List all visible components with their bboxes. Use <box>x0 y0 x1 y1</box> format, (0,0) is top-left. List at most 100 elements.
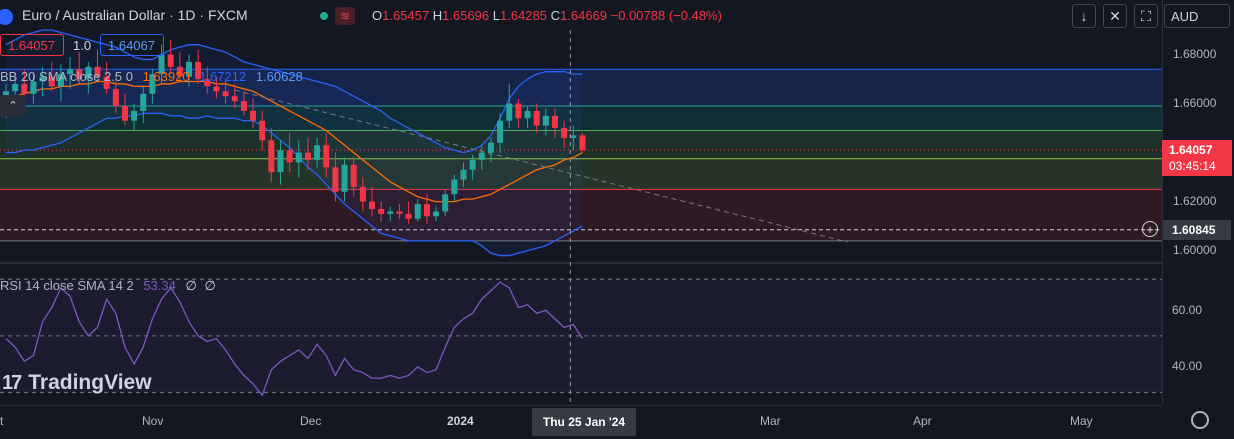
candle-body <box>57 74 64 87</box>
candle-body <box>259 120 266 141</box>
rsi-legend[interactable]: RSI 14 close SMA 14 2 53.34 ∅ ∅ <box>0 278 216 294</box>
candle-body <box>213 86 220 92</box>
candle-body <box>158 54 165 75</box>
add-alert-icon[interactable]: + <box>1142 221 1158 237</box>
data-provider-icon: ≋ <box>335 7 355 25</box>
fullscreen-icon[interactable]: ⛶ <box>1134 4 1158 28</box>
candle-body <box>240 101 247 111</box>
level-zone <box>0 158 1162 190</box>
close-key: C <box>550 8 561 23</box>
tradingview-watermark[interactable]: 17 TradingView <box>2 371 152 395</box>
settings-icon[interactable] <box>1191 411 1209 429</box>
candle-body <box>561 128 568 138</box>
candle-body <box>341 164 348 192</box>
price-tick: 1.68000 <box>1173 46 1217 61</box>
time-label-apr: Apr <box>913 414 932 428</box>
open-value: 1.65457 <box>382 8 430 23</box>
tradingview-logo-icon: 17 <box>2 371 22 394</box>
price-tick: 1.62000 <box>1173 193 1217 208</box>
candle-body <box>121 106 128 121</box>
collapse-icon[interactable]: ✕ <box>1103 4 1127 28</box>
rsi-line <box>5 281 583 397</box>
collapse-legend-icon[interactable]: ⌃ <box>0 95 26 117</box>
currency-label: AUD <box>1171 9 1199 24</box>
candle-body <box>323 145 330 168</box>
candle-body <box>542 115 549 126</box>
rsi-extra-2: ∅ <box>204 278 216 293</box>
candle-body <box>12 83 19 92</box>
spread-value: 1.0 <box>73 38 92 53</box>
candle-body <box>414 204 421 219</box>
time-label-edge: t <box>0 414 4 428</box>
candle-body <box>487 142 494 153</box>
time-axis[interactable]: t Nov Dec 2024 Mar Apr May Thu 25 Jan '2… <box>0 405 1162 439</box>
candle-body <box>39 76 46 82</box>
time-label-mar: Mar <box>760 414 781 428</box>
last-price-value: 1.64057 <box>1169 143 1213 157</box>
candle-body <box>359 186 366 202</box>
level-zone <box>0 69 1162 106</box>
candle-body <box>3 91 9 99</box>
candle-body <box>304 152 311 160</box>
candle-body <box>277 150 284 173</box>
candle-body <box>314 145 321 160</box>
sell-button[interactable]: 1.64057 <box>0 34 64 56</box>
low-key: L <box>492 8 500 23</box>
candle-body <box>112 88 119 106</box>
currency-select[interactable]: AUD <box>1164 4 1230 28</box>
rsi-tick-60: 60.00 <box>1172 303 1203 317</box>
level-zone <box>0 189 1162 230</box>
bb-label: BB 20 SMA close 2.5 0 <box>0 69 133 84</box>
countdown-value: 03:45:14 <box>1169 159 1216 173</box>
price-tick: 1.66000 <box>1173 95 1217 110</box>
bb-legend[interactable]: BB 20 SMA close 2.5 0 1.63920 1.67212 1.… <box>0 69 303 84</box>
trend-line <box>234 89 848 243</box>
candle-body <box>570 135 577 138</box>
candle-body <box>94 66 101 77</box>
candle-body <box>186 61 192 77</box>
rsi-extra-1: ∅ <box>185 278 197 293</box>
candle-body <box>332 167 339 192</box>
time-label-nov: Nov <box>142 414 164 428</box>
candle-body <box>140 93 147 111</box>
candle-body <box>67 69 74 75</box>
candle-body <box>369 201 375 209</box>
candle-body <box>167 54 174 67</box>
rsi-label: RSI 14 close SMA 14 2 <box>0 278 134 293</box>
candle-body <box>469 159 476 170</box>
bb-lower-value: 1.60628 <box>255 69 303 84</box>
level-zone <box>0 229 1162 241</box>
candle-body <box>149 74 156 94</box>
time-label-may: May <box>1070 414 1093 428</box>
symbol-title[interactable]: Euro / Australian Dollar · 1D · FXCM <box>22 7 248 23</box>
buy-button[interactable]: 1.64067 <box>100 34 164 56</box>
open-key: O <box>372 8 383 23</box>
candle-body <box>286 150 293 163</box>
symbol-logo-icon[interactable] <box>0 9 13 25</box>
candle-body <box>176 66 183 77</box>
market-open-dot <box>320 12 328 20</box>
candle-body <box>442 194 449 212</box>
candle-body <box>460 169 467 180</box>
candle-body <box>497 120 504 143</box>
bb-basis-line <box>5 80 583 203</box>
bb-upper-value: 1.67212 <box>199 69 247 84</box>
candle-body <box>579 135 586 151</box>
watermark-text: TradingView <box>28 371 152 394</box>
high-value: 1.65696 <box>442 8 490 23</box>
bb-lower-line <box>6 112 583 257</box>
candle-body <box>478 152 485 160</box>
candle-body <box>48 76 55 87</box>
scroll-down-icon[interactable]: ↓ <box>1072 4 1096 28</box>
rsi-value: 53.34 <box>143 278 176 293</box>
candle-body <box>131 110 138 121</box>
candle-body <box>378 208 385 214</box>
candle-body <box>405 213 412 219</box>
candle-body <box>76 69 83 80</box>
candle-body <box>222 91 229 97</box>
candle-body <box>350 164 357 187</box>
candle-body <box>21 83 28 94</box>
price-chart[interactable] <box>0 0 1162 405</box>
